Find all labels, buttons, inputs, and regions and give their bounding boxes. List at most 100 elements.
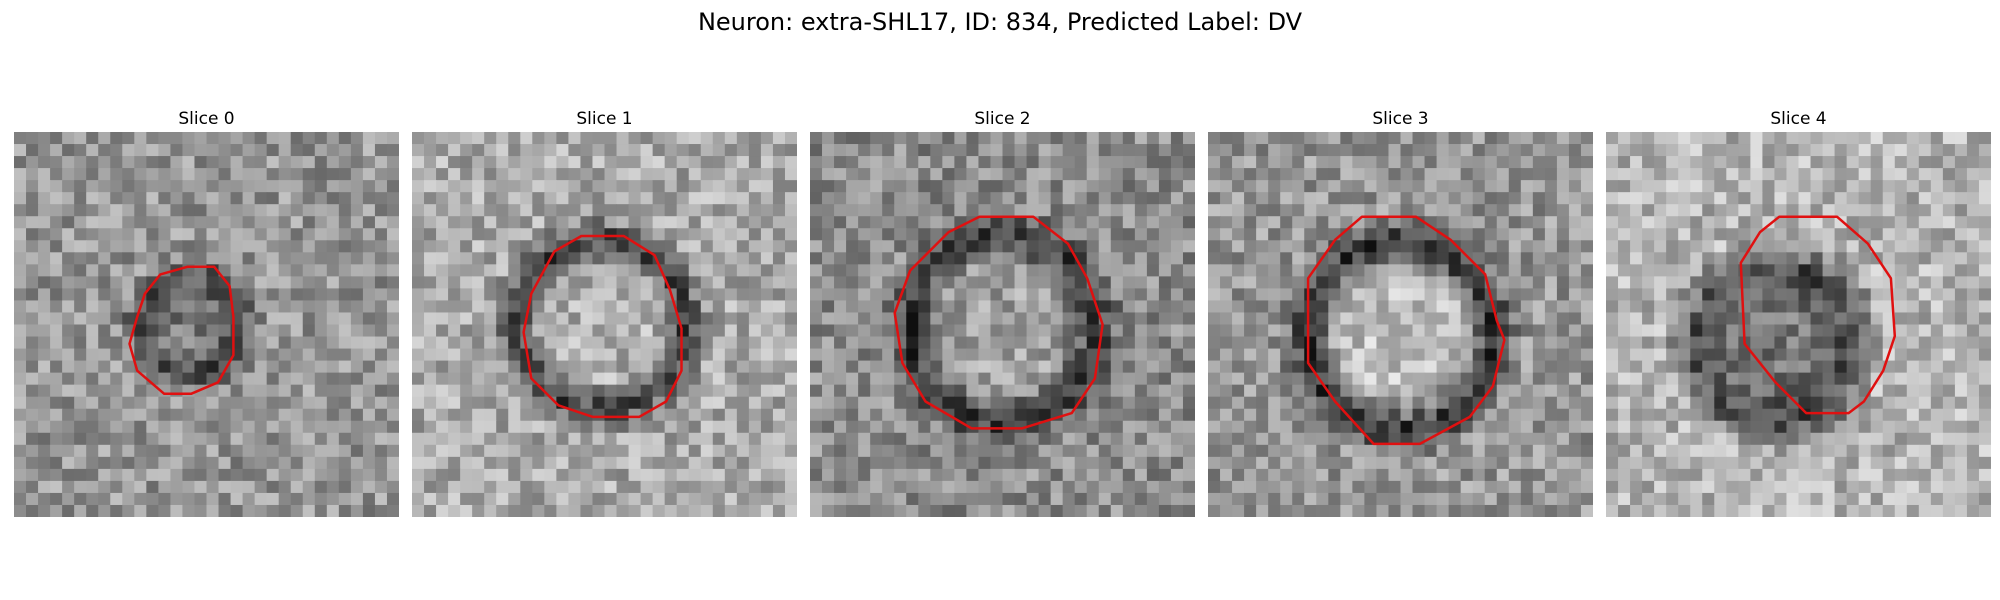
pixel [1098, 432, 1112, 446]
pixel [38, 168, 51, 181]
pixel [350, 360, 364, 374]
pixel [1256, 240, 1269, 253]
pixel [218, 420, 232, 434]
pixel [1074, 360, 1088, 374]
pixel [1352, 432, 1366, 446]
pixel [74, 144, 87, 157]
pixel [882, 264, 895, 277]
pixel [990, 336, 1004, 350]
pixel [1858, 312, 1872, 326]
pixel [1678, 456, 1691, 470]
pixel [1532, 288, 1546, 302]
pixel [568, 132, 582, 145]
pixel [1568, 408, 1582, 422]
pixel [748, 144, 762, 157]
pixel [314, 144, 328, 157]
pixel [50, 468, 63, 482]
pixel [652, 180, 666, 193]
pixel [386, 300, 399, 314]
pixel [1412, 192, 1426, 205]
pixel [1134, 144, 1148, 157]
pixel [424, 468, 437, 482]
pixel [640, 204, 654, 217]
pixel [1340, 396, 1353, 410]
pixel [1690, 252, 1703, 265]
pixel [472, 384, 485, 398]
pixel [38, 276, 51, 290]
pixel [822, 324, 835, 338]
pixel [784, 456, 797, 470]
pixel [628, 132, 642, 145]
pixel [338, 396, 352, 410]
pixel [1220, 336, 1233, 350]
pixel [1484, 468, 1498, 482]
pixel [326, 396, 340, 410]
pixel [1388, 252, 1402, 265]
pixel [1606, 456, 1619, 470]
pixel [1978, 276, 1991, 290]
pixel [556, 492, 570, 506]
pixel [326, 468, 340, 482]
slice-image-0 [14, 132, 399, 517]
pixel [846, 348, 859, 362]
pixel [772, 240, 786, 253]
pixel [1134, 168, 1148, 181]
pixel [1954, 336, 1968, 350]
pixel [1292, 504, 1305, 517]
pixel [1220, 444, 1233, 458]
pixel [1858, 156, 1872, 169]
pixel [1496, 408, 1510, 422]
pixel [1220, 180, 1233, 193]
pixel [350, 492, 364, 506]
pixel [266, 492, 280, 506]
pixel [1182, 468, 1195, 482]
pixel [544, 420, 557, 434]
pixel [1134, 240, 1148, 253]
pixel [472, 408, 485, 422]
pixel [640, 216, 654, 229]
pixel [1966, 252, 1980, 265]
pixel [1544, 420, 1558, 434]
pixel [38, 144, 51, 157]
pixel [290, 312, 304, 326]
pixel [1568, 420, 1582, 434]
pixel [1654, 192, 1667, 205]
pixel [62, 432, 75, 446]
pixel [760, 480, 774, 494]
pixel [1906, 168, 1920, 181]
pixel [170, 372, 184, 386]
pixel [1424, 492, 1438, 506]
pixel [1448, 144, 1462, 157]
pixel [1038, 300, 1052, 314]
pixel [86, 492, 99, 506]
pixel [760, 420, 774, 434]
pixel [568, 336, 582, 350]
pixel [1256, 156, 1269, 169]
pixel [218, 468, 232, 482]
pixel [1038, 384, 1052, 398]
pixel [760, 228, 774, 241]
pixel [810, 312, 823, 326]
pixel [314, 276, 328, 290]
pixel [14, 324, 27, 338]
pixel [484, 432, 497, 446]
pixel [1074, 348, 1088, 362]
pixel [1376, 480, 1390, 494]
pixel [772, 444, 786, 458]
pixel [1436, 204, 1450, 217]
pixel [266, 144, 280, 157]
pixel [676, 264, 690, 277]
pixel [1508, 396, 1522, 410]
pixel [1158, 372, 1172, 386]
pixel [1714, 408, 1727, 422]
pixel [362, 216, 376, 229]
pixel [338, 156, 352, 169]
pixel [110, 300, 123, 314]
pixel [1182, 180, 1195, 193]
pixel [1580, 312, 1593, 326]
pixel [1050, 384, 1064, 398]
pixel [1786, 420, 1800, 434]
pixel [1774, 384, 1788, 398]
pixel [1220, 240, 1233, 253]
pixel [38, 372, 51, 386]
